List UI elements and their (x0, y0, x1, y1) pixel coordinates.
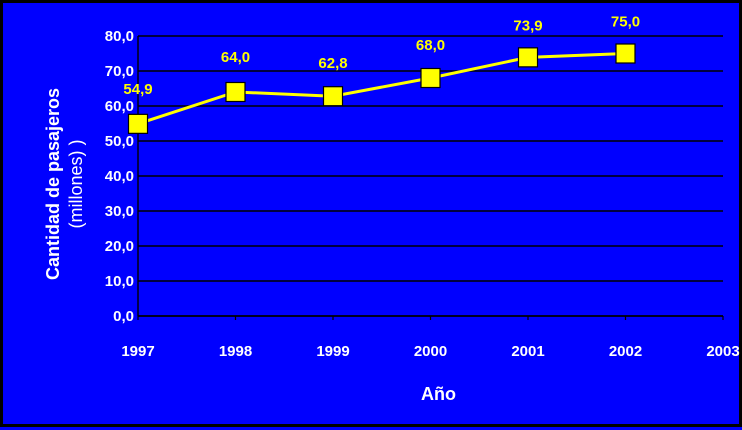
series-line (137, 52, 626, 126)
y-tick-label: 20,0 (105, 238, 134, 255)
data-point-marker (127, 113, 149, 134)
data-label: 73,9 (513, 17, 542, 34)
x-tick-label: 2000 (414, 343, 447, 360)
y-axis-title-sub: (millones) ) (66, 139, 86, 228)
series (127, 43, 636, 134)
x-tick-labels: 1997 1998 1999 2000 2001 2002 2003 (121, 343, 739, 360)
data-point-marker (322, 86, 344, 107)
data-label: 68,0 (416, 37, 445, 54)
y-tick-labels: 0,0 10,0 20,0 30,0 40,0 50,0 60,0 70,0 80,0 (105, 28, 134, 325)
x-tick-label: 2001 (511, 343, 544, 360)
x-tick-label: 2002 (609, 343, 642, 360)
y-tick-label: 30,0 (105, 203, 134, 220)
y-tick-label: 0,0 (113, 308, 134, 325)
axes (137, 36, 724, 320)
x-axis-title: Año (421, 384, 456, 404)
data-point-marker (615, 43, 636, 64)
data-labels: 54,9 64,0 62,8 68,0 73,9 75,0 (123, 14, 640, 98)
y-tick-label: 50,0 (105, 133, 134, 150)
y-tick-label: 60,0 (105, 98, 134, 115)
y-tick-label: 80,0 (105, 28, 134, 45)
data-label: 75,0 (611, 14, 640, 31)
x-tick-label: 1999 (316, 343, 349, 360)
x-tick-label: 1998 (219, 343, 252, 360)
chart-svg: 0,0 10,0 20,0 30,0 40,0 50,0 60,0 70,0 80,0 1997… (43, 14, 740, 405)
y-tick-label: 10,0 (105, 273, 134, 290)
data-label: 64,0 (221, 49, 250, 66)
data-point-marker (225, 81, 246, 103)
data-label: 54,9 (123, 81, 152, 98)
y-axis-title-main: Cantidad de pasajeros (43, 88, 63, 280)
x-tick-label: 2003 (706, 343, 739, 360)
y-tick-label: 70,0 (105, 63, 134, 80)
data-point-marker (420, 67, 441, 89)
data-label: 62,8 (318, 55, 347, 72)
data-point-marker (517, 47, 539, 68)
y-axis-title: Cantidad de pasajeros (millones) ) (43, 88, 86, 280)
x-tick-label: 1997 (121, 343, 154, 360)
y-tick-label: 40,0 (105, 168, 134, 185)
